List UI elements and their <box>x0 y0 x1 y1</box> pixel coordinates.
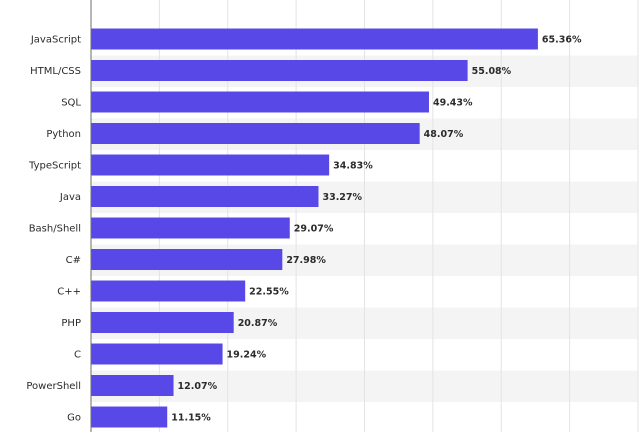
category-label: PowerShell <box>26 381 81 392</box>
category-label: C# <box>66 255 81 266</box>
category-labels: JavaScript HTML/CSS SQL Python TypeScript Jav… <box>26 35 81 424</box>
bar <box>91 217 290 239</box>
bar <box>91 154 330 176</box>
bars <box>91 28 538 428</box>
value-label: 65.36% <box>542 35 582 46</box>
category-label: PHP <box>61 318 81 329</box>
value-label: 11.15% <box>171 413 211 424</box>
bar <box>91 60 468 81</box>
bar <box>91 375 174 396</box>
category-label: TypeScript <box>28 161 81 172</box>
value-label: 55.08% <box>472 66 512 77</box>
bar <box>91 123 420 144</box>
value-labels: 65.36% 55.08% 49.43% 48.07% 34.83% 33.27% 29.0… <box>171 35 582 424</box>
category-label: C++ <box>57 287 81 298</box>
bar <box>91 312 234 333</box>
bar <box>91 406 168 428</box>
bar <box>91 343 223 365</box>
category-label: Python <box>46 129 81 140</box>
bar <box>91 280 246 302</box>
value-label: 27.98% <box>286 255 326 266</box>
value-label: 33.27% <box>322 192 362 203</box>
category-label: Go <box>67 413 81 424</box>
category-label: Java <box>59 192 81 203</box>
bar <box>91 249 283 270</box>
value-label: 29.07% <box>294 224 334 235</box>
category-label: HTML/CSS <box>30 66 81 77</box>
category-label: JavaScript <box>30 35 81 46</box>
value-label: 20.87% <box>238 318 278 329</box>
value-label: 34.83% <box>333 161 373 172</box>
bar <box>91 186 319 207</box>
category-label: C <box>74 350 81 361</box>
value-label: 49.43% <box>433 98 473 109</box>
value-label: 48.07% <box>424 129 464 140</box>
bar <box>91 91 429 113</box>
category-label: Bash/Shell <box>29 224 81 235</box>
bar <box>91 28 538 50</box>
value-label: 22.55% <box>249 287 289 298</box>
value-label: 19.24% <box>227 350 267 361</box>
value-label: 12.07% <box>178 381 218 392</box>
category-label: SQL <box>61 98 81 109</box>
